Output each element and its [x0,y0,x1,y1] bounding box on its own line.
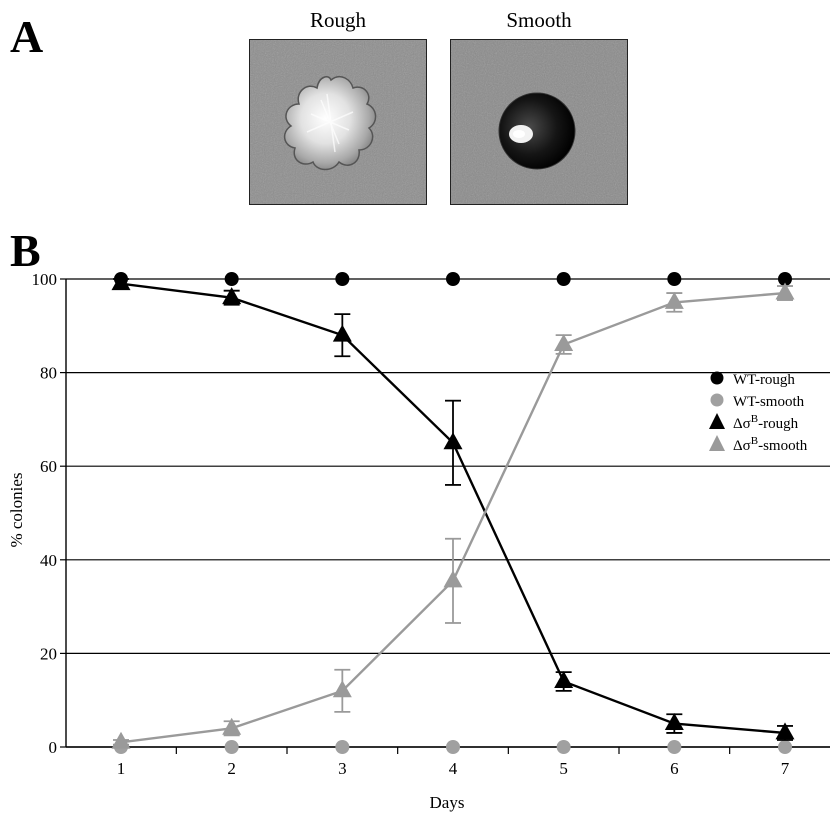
data-point [556,272,571,286]
y-tick-label-100: 100 [32,270,58,289]
series-0 [114,272,792,286]
data-point [443,432,463,450]
legend-label: WT-smooth [733,394,805,410]
series-2 [111,273,795,741]
data-point [667,740,682,754]
data-point [667,272,682,286]
legend-entry-2: ΔσB-rough [709,413,799,432]
data-point [111,273,131,291]
smooth-colony-image [450,39,628,205]
x-tick-label-2: 2 [227,759,236,778]
y-tick-label-40: 40 [40,551,57,570]
data-point [446,272,460,286]
data-point [556,740,571,754]
data-point [224,272,239,286]
data-point [775,722,795,740]
data-point [335,740,350,754]
rough-colony-label: Rough [309,8,366,32]
x-tick-label-1: 1 [117,759,126,778]
legend-label: ΔσB-rough [733,413,799,432]
y-tick-label-20: 20 [40,644,57,663]
y-tick-label-80: 80 [40,364,57,383]
legend-entry-1: WT-smooth [710,393,805,410]
rough-colony-image [249,39,427,205]
x-tick-label-6: 6 [670,759,679,778]
data-point [778,740,792,754]
legend-label: WT-rough [733,372,795,388]
data-point [443,570,463,588]
data-point [222,287,242,305]
panel-a-letter: A [10,11,44,62]
y-axis-label: % colonies [7,472,26,547]
x-axis-label: Days [430,793,465,812]
x-tick-label-5: 5 [559,759,568,778]
data-point [775,282,795,300]
data-point [332,324,352,342]
legend-entry-0: WT-rough [710,371,795,388]
data-point [554,670,574,688]
data-point [222,717,242,735]
data-point [332,680,352,698]
data-point [224,740,239,754]
data-point [446,740,460,754]
legend-label: ΔσB-smooth [733,435,808,454]
y-tick-label-0: 0 [49,738,58,757]
x-tick-label-4: 4 [449,759,458,778]
series-line [120,282,786,735]
panel-b-letter: B [10,225,41,276]
series-1 [114,740,792,754]
data-point [664,291,684,309]
legend-marker [709,435,725,451]
legend-marker [709,413,725,429]
x-tick-label-7: 7 [781,759,790,778]
legend-marker [710,371,724,385]
data-point [111,731,131,749]
y-tick-label-60: 60 [40,457,57,476]
data-point [778,272,792,286]
series-line [120,291,786,744]
series-3 [111,282,795,749]
legend-marker [710,393,724,407]
data-point [335,272,350,286]
data-point [554,333,574,351]
x-tick-label-3: 3 [338,759,347,778]
legend-entry-3: ΔσB-smooth [709,435,808,454]
data-point [664,713,684,731]
smooth-colony-label: Smooth [506,8,572,32]
